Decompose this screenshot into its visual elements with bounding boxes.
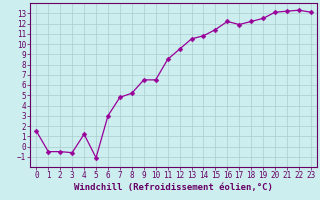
- X-axis label: Windchill (Refroidissement éolien,°C): Windchill (Refroidissement éolien,°C): [74, 183, 273, 192]
